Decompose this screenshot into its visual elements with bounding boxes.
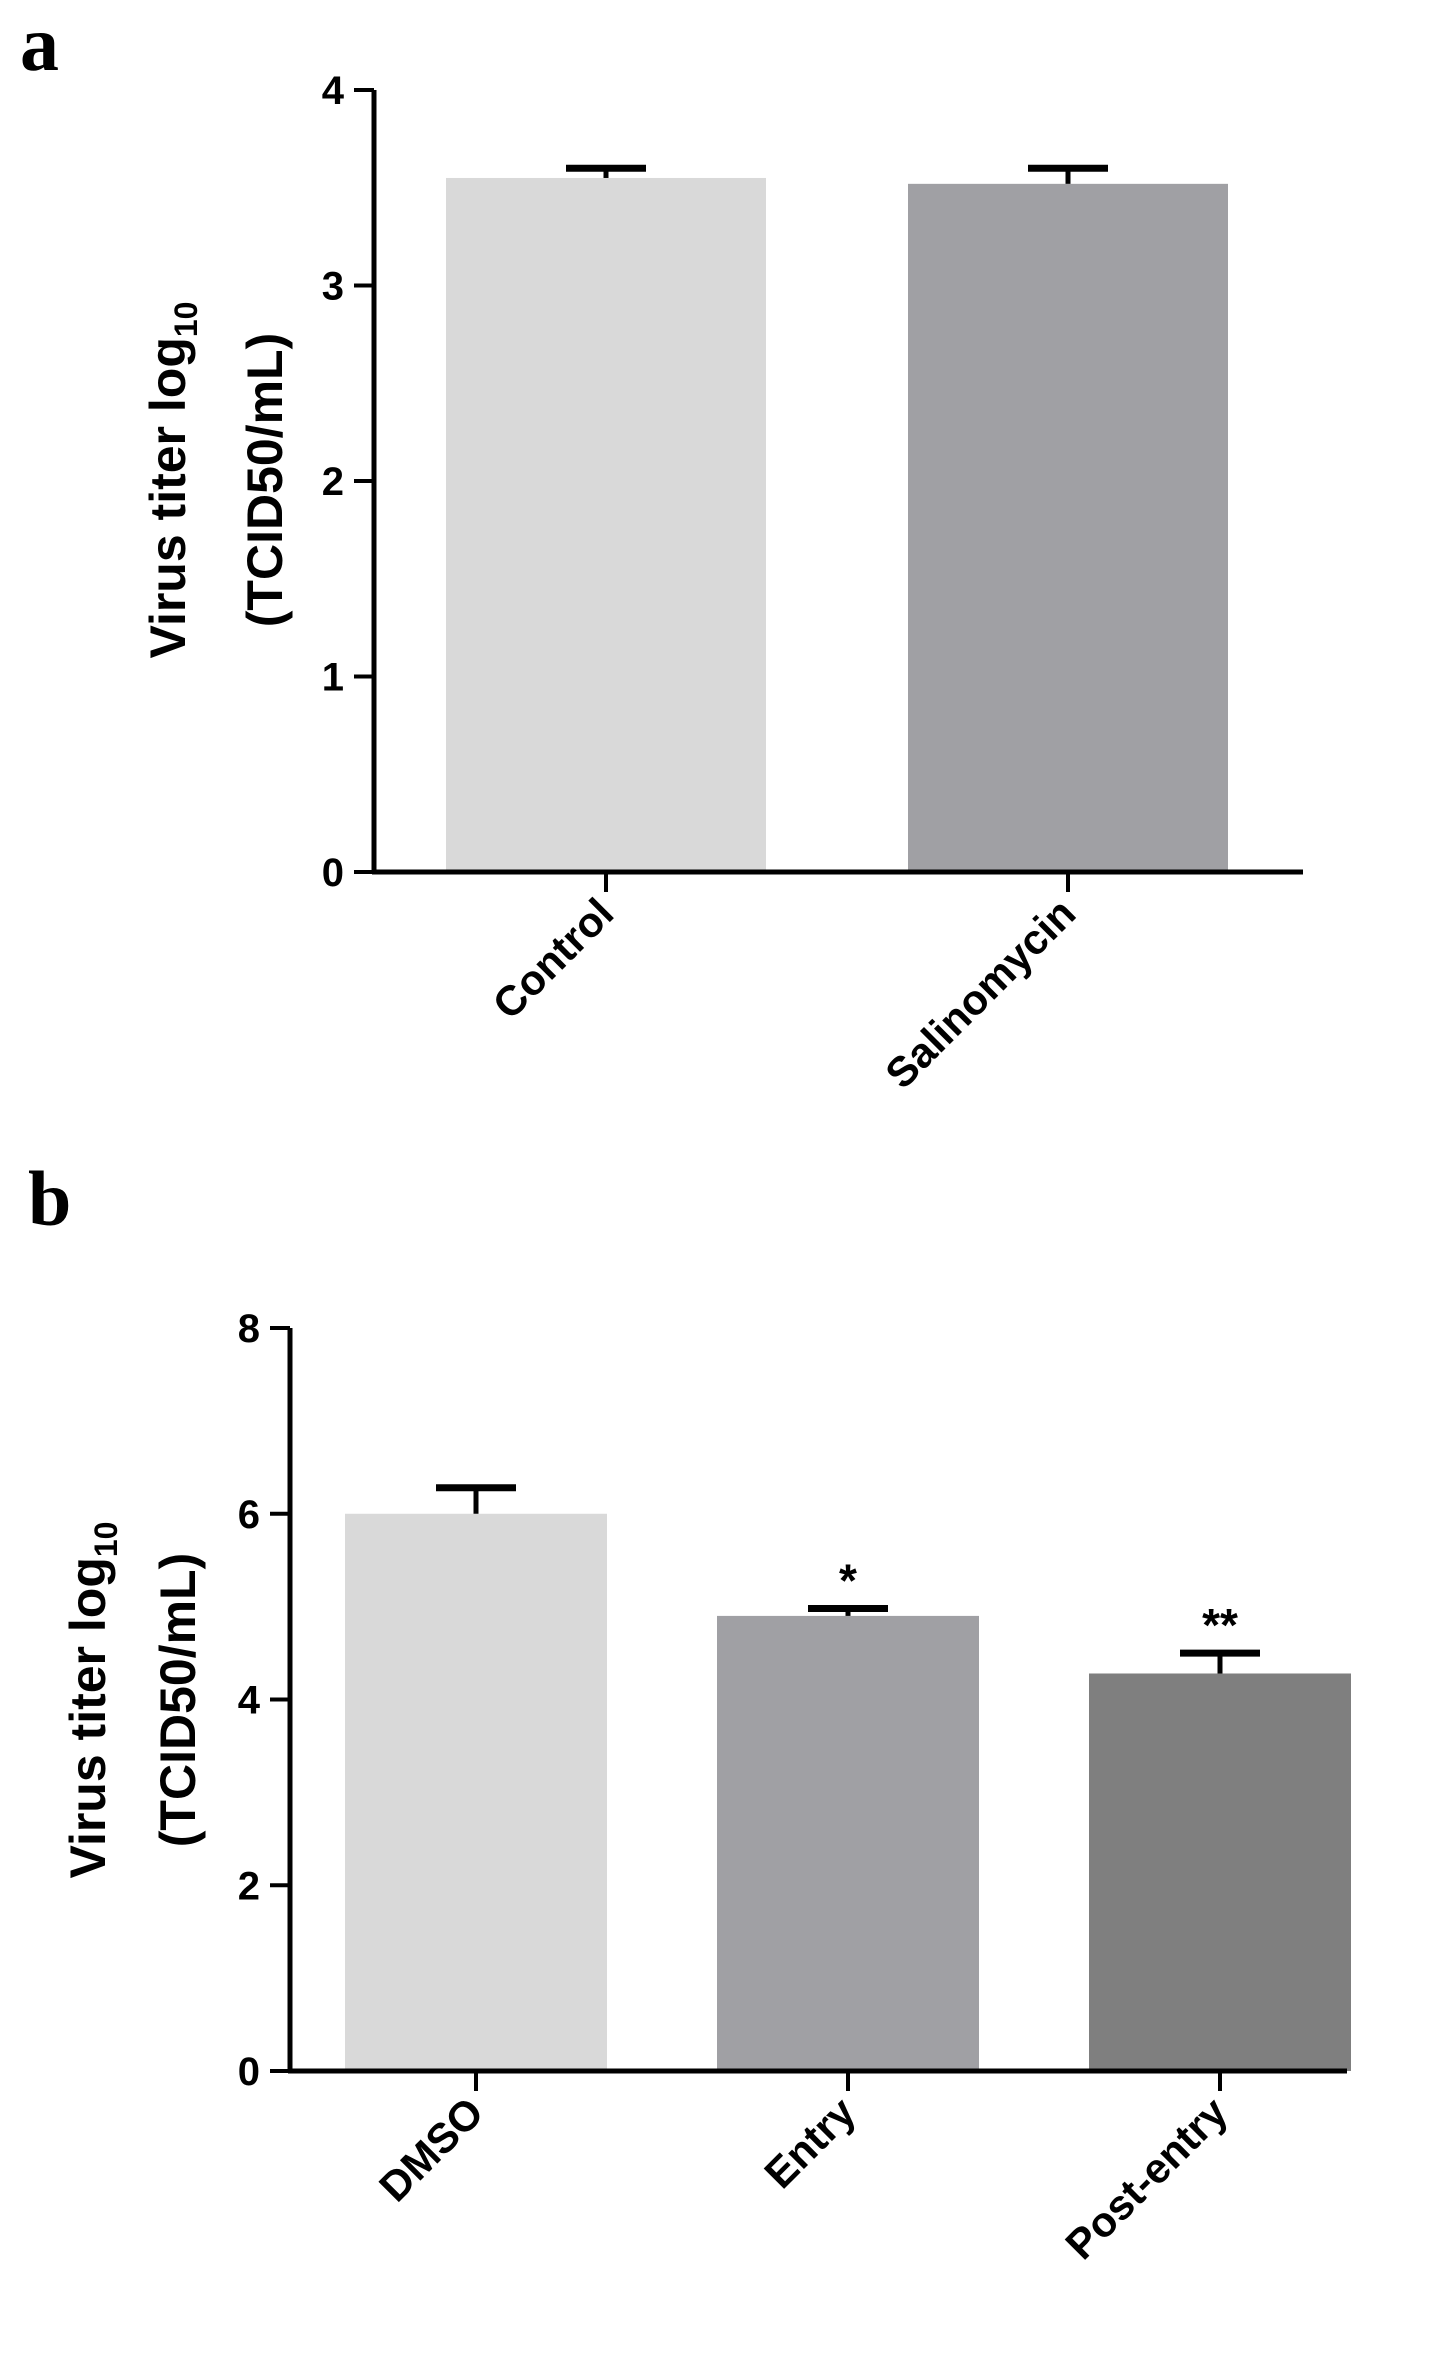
bar-b-2 (1089, 1673, 1351, 2071)
y-axis-label-unit-b: (TCID50/mL) (150, 1553, 206, 1847)
bar-a-0 (446, 177, 766, 873)
y-tick-label-a-3: 3 (322, 265, 344, 309)
chart-a: Control Salinomycin 0 1 2 3 4 Virus titer log10… (140, 69, 1303, 1097)
y-tick-label-b-1: 2 (238, 1864, 260, 1908)
bar-b-0 (345, 1513, 607, 2071)
significance-b-1: * (839, 1554, 857, 1606)
panel-b-label: b (28, 1155, 71, 1242)
y-tick-label-a-2: 2 (322, 460, 344, 504)
significance-b-2: ** (1202, 1599, 1238, 1651)
y-tick-label-a-0: 0 (322, 851, 344, 895)
y-tick-label-b-2: 4 (238, 1679, 261, 1723)
category-label-b-2: Post-entry (1056, 2088, 1237, 2269)
y-tick-label-a-4: 4 (322, 69, 345, 113)
category-label-b-0: DMSO (370, 2088, 492, 2210)
bar-a-1 (908, 183, 1228, 873)
y-tick-label-b-0: 0 (238, 2050, 260, 2094)
y-axis-label-unit-a: (TCID50/mL) (237, 333, 293, 627)
y-axis-label-b: Virus titer log10 (60, 1522, 124, 1879)
category-label-a-0: Control (484, 889, 623, 1028)
y-axis-label-a: Virus titer log10 (140, 302, 204, 659)
panel-a-label: a (20, 0, 59, 87)
category-label-a-1: Salinomycin (876, 889, 1084, 1097)
y-tick-label-b-3: 6 (238, 1493, 260, 1537)
chart-b: DMSO * Entry ** Post-entry 0 2 4 6 8 Virus titer l… (60, 1307, 1351, 2268)
bar-b-1 (717, 1615, 979, 2071)
category-label-b-1: Entry (755, 2088, 865, 2198)
y-tick-label-a-1: 1 (322, 656, 344, 700)
y-tick-label-b-4: 8 (238, 1307, 260, 1351)
